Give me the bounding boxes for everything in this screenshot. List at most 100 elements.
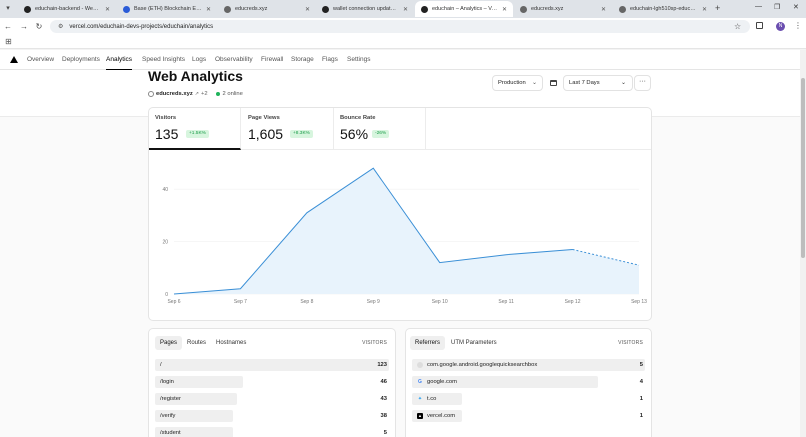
close-tab-icon[interactable]: ✕ bbox=[304, 6, 310, 13]
kpi-page-views[interactable]: Page Views 1,605 +8.3K% bbox=[242, 108, 334, 150]
apps-grid-icon[interactable]: ⊞ bbox=[5, 37, 12, 46]
tab-routes[interactable]: Routes bbox=[187, 340, 207, 346]
nav-item-observability[interactable]: Observability bbox=[215, 56, 253, 63]
more-domains-count[interactable]: +2 bbox=[200, 91, 208, 97]
nav-item-analytics[interactable]: Analytics bbox=[106, 50, 133, 70]
table-row[interactable]: ✦ t.co 1 bbox=[412, 393, 645, 405]
address-bar[interactable]: ⚙ vercel.com/educhain-devs-projects/educ… bbox=[50, 20, 750, 33]
tab-referrers[interactable]: Referrers bbox=[410, 336, 446, 350]
browser-tab[interactable]: educhain-backend - Web Servi...✕ bbox=[18, 1, 116, 17]
bookmark-star-icon[interactable]: ☆ bbox=[734, 22, 742, 31]
nav-item-storage[interactable]: Storage bbox=[291, 56, 314, 63]
referrer-label: com.google.android.googlequicksearchbox bbox=[417, 359, 537, 371]
kpi-delta-badge: -26% bbox=[372, 130, 390, 138]
visitors-chart[interactable]: 0 20 40 Sep 6 Sep 7 Sep 8 Sep 9 Sep 10 Sep 11 Sep… bbox=[149, 151, 652, 321]
close-tab-icon[interactable]: ✕ bbox=[701, 6, 707, 13]
table-row[interactable]: /student 5 bbox=[155, 427, 389, 437]
browser-menu-icon[interactable]: ⋮ bbox=[794, 21, 802, 30]
page-scrollbar[interactable] bbox=[800, 50, 806, 437]
kpi-visitors[interactable]: Visitors 135 +1.5K% bbox=[149, 108, 241, 150]
tab-utm-parameters[interactable]: UTM Parameters bbox=[451, 340, 497, 346]
table-row[interactable]: com.google.android.googlequicksearchbox 5 bbox=[412, 359, 645, 371]
column-header-visitors: VISITORS bbox=[618, 340, 643, 346]
kpi-label: Bounce Rate bbox=[340, 115, 376, 121]
site-link[interactable]: educreds.xyz bbox=[156, 91, 193, 97]
minimize-icon[interactable]: — bbox=[755, 3, 762, 10]
browser-tab[interactable]: educhain-lgh510sp-educhain-...✕ bbox=[613, 1, 713, 17]
kpi-label: Visitors bbox=[155, 115, 177, 121]
table-row[interactable]: /verify 38 bbox=[155, 410, 389, 422]
visitor-count: 1 bbox=[639, 413, 643, 419]
nav-item-firewall[interactable]: Firewall bbox=[261, 56, 284, 63]
nav-item-settings[interactable]: Settings bbox=[347, 56, 371, 63]
page-path: / bbox=[160, 362, 162, 368]
site-info-icon[interactable]: ⚙ bbox=[58, 24, 64, 30]
extensions-icon[interactable] bbox=[756, 22, 763, 29]
table-row[interactable]: /register 43 bbox=[155, 393, 389, 405]
environment-select[interactable]: Production ⌄ bbox=[492, 75, 543, 91]
table-row[interactable]: / 123 bbox=[155, 359, 389, 371]
referrer-name: t.co bbox=[427, 396, 437, 402]
visitor-count: 4 bbox=[639, 379, 643, 385]
close-tab-icon[interactable]: ✕ bbox=[402, 6, 408, 13]
tab-pages[interactable]: Pages bbox=[155, 336, 183, 350]
back-icon[interactable]: ← bbox=[4, 22, 12, 31]
browser-tab[interactable]: wallet connection update · shi...✕ bbox=[316, 1, 414, 17]
project-nav: Overview Deployments Analytics Speed Insigh… bbox=[0, 50, 800, 70]
kpi-bounce-rate[interactable]: Bounce Rate 56% -26% bbox=[334, 108, 426, 150]
browser-tab[interactable]: educreds.xyz ✕ bbox=[514, 1, 612, 17]
bookmarks-bar: ⊞ bbox=[0, 35, 806, 49]
x-tick-label: Sep 11 bbox=[498, 299, 514, 305]
referrer-label: ▲ vercel.com bbox=[417, 410, 455, 422]
tab-search-icon[interactable]: ▾ bbox=[6, 5, 10, 12]
chevron-down-icon: ⌄ bbox=[531, 80, 537, 86]
forward-icon[interactable]: → bbox=[20, 22, 28, 31]
close-window-icon[interactable]: ✕ bbox=[793, 4, 799, 11]
x-tick-label: Sep 13 bbox=[631, 299, 647, 305]
browser-tab[interactable]: Base (ETH) Blockchain Explorer✕ bbox=[117, 1, 217, 17]
reload-icon[interactable]: ↻ bbox=[35, 22, 43, 31]
nav-item-speed-insights[interactable]: Speed Insights bbox=[142, 56, 186, 63]
kpi-delta-badge: +8.3K% bbox=[290, 130, 313, 138]
visitor-count: 5 bbox=[639, 362, 643, 368]
external-link-icon[interactable]: ↗ bbox=[194, 91, 199, 97]
x-tick-label: Sep 9 bbox=[367, 299, 380, 305]
close-tab-icon[interactable]: ✕ bbox=[501, 6, 507, 13]
new-tab-button[interactable]: + bbox=[715, 3, 721, 13]
nav-item-flags[interactable]: Flags bbox=[322, 56, 338, 63]
vercel-icon bbox=[421, 5, 428, 13]
nav-item-logs[interactable]: Logs bbox=[192, 56, 207, 63]
maximize-icon[interactable]: ❐ bbox=[774, 4, 781, 11]
close-tab-icon[interactable]: ✕ bbox=[600, 6, 606, 13]
y-tick-label: 20 bbox=[162, 240, 168, 246]
tab-hostnames[interactable]: Hostnames bbox=[216, 340, 247, 346]
scroll-thumb[interactable] bbox=[801, 78, 805, 258]
browser-tab[interactable]: educhain – Analytics – Vercel ✕ bbox=[415, 1, 513, 17]
date-range-select[interactable]: Last 7 Days ⌄ bbox=[563, 75, 633, 91]
nav-item-deployments[interactable]: Deployments bbox=[62, 56, 100, 63]
profile-avatar[interactable]: N bbox=[776, 22, 785, 31]
table-row[interactable]: ▲ vercel.com 1 bbox=[412, 410, 645, 422]
more-options-button[interactable]: ··· bbox=[634, 75, 651, 91]
base-icon bbox=[123, 5, 130, 13]
tab-title: educreds.xyz bbox=[235, 6, 268, 12]
visitor-count: 43 bbox=[380, 396, 387, 402]
twitter-icon: ✦ bbox=[417, 396, 423, 402]
close-tab-icon[interactable]: ✕ bbox=[104, 6, 110, 13]
github-icon bbox=[322, 5, 329, 13]
browser-tab[interactable]: educreds.xyz ✕ bbox=[218, 1, 316, 17]
url-text: vercel.com/educhain-devs-projects/educha… bbox=[69, 23, 214, 30]
nav-item-overview[interactable]: Overview bbox=[27, 56, 55, 63]
kpi-row: Visitors 135 +1.5K% Page Views 1,605 +8.… bbox=[149, 108, 651, 150]
online-count: 2 online bbox=[222, 91, 243, 97]
vercel-logo-icon[interactable] bbox=[10, 56, 18, 63]
table-row[interactable]: /login 46 bbox=[155, 376, 389, 388]
kpi-value: 1,605 bbox=[248, 126, 284, 142]
projected-line bbox=[572, 248, 640, 266]
calendar-icon[interactable] bbox=[550, 80, 557, 86]
close-tab-icon[interactable]: ✕ bbox=[205, 6, 211, 13]
x-tick-label: Sep 8 bbox=[300, 299, 313, 305]
page-title: Web Analytics bbox=[148, 68, 243, 84]
